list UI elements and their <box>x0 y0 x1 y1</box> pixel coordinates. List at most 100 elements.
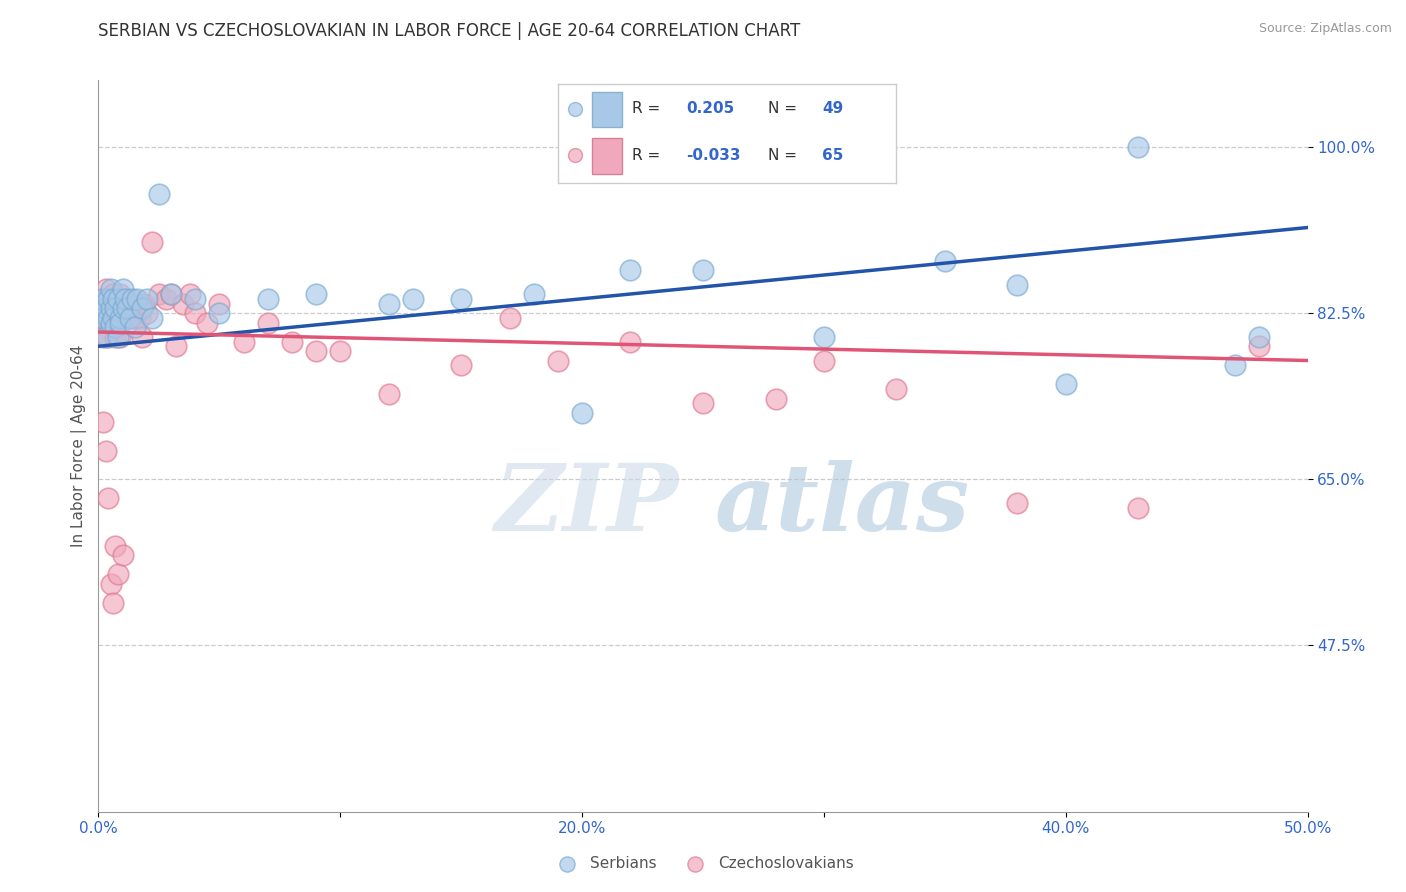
Point <box>97 330 120 344</box>
Point <box>94 310 117 325</box>
Point <box>91 310 114 325</box>
Point <box>108 316 131 330</box>
Point <box>571 406 593 420</box>
Point <box>101 310 124 325</box>
Point <box>131 301 153 316</box>
Point <box>104 320 127 334</box>
Point <box>135 292 157 306</box>
Point <box>450 292 472 306</box>
Point <box>281 334 304 349</box>
Point <box>91 330 114 344</box>
Point <box>160 287 183 301</box>
Point <box>97 491 120 506</box>
Point <box>1128 500 1150 515</box>
Point <box>114 306 136 320</box>
Text: ZIP: ZIP <box>495 459 679 549</box>
Point <box>256 292 278 306</box>
Point <box>107 330 129 344</box>
Point <box>107 292 129 306</box>
Point <box>90 292 112 306</box>
Point <box>90 296 112 310</box>
Point <box>305 344 328 359</box>
Point <box>165 339 187 353</box>
Point <box>121 292 143 306</box>
Point <box>104 330 127 344</box>
Point <box>100 301 122 316</box>
Point <box>94 330 117 344</box>
Point <box>100 282 122 296</box>
Point <box>90 310 112 325</box>
Point <box>114 292 136 306</box>
Point <box>179 287 201 301</box>
Point <box>232 334 254 349</box>
Point <box>100 576 122 591</box>
Point <box>127 296 149 310</box>
Point <box>134 296 156 310</box>
Point <box>100 316 122 330</box>
Point <box>101 292 124 306</box>
Point <box>450 358 472 372</box>
Point <box>124 320 146 334</box>
Point <box>100 301 122 316</box>
Point <box>104 539 127 553</box>
Point <box>128 310 150 325</box>
Point <box>256 316 278 330</box>
Point <box>377 296 399 310</box>
Point <box>813 353 835 368</box>
Point <box>107 567 129 582</box>
Point <box>94 282 117 296</box>
Point <box>377 386 399 401</box>
Point <box>765 392 787 406</box>
Point <box>111 548 134 562</box>
Point <box>1007 277 1029 292</box>
Point <box>208 296 231 310</box>
Point <box>131 330 153 344</box>
Point <box>141 310 163 325</box>
Point <box>118 310 141 325</box>
Y-axis label: In Labor Force | Age 20-64: In Labor Force | Age 20-64 <box>72 345 87 547</box>
Point <box>141 235 163 249</box>
Point <box>91 301 114 316</box>
Text: atlas: atlas <box>716 459 970 549</box>
Point <box>148 187 170 202</box>
Point <box>124 310 146 325</box>
Legend: Serbians, Czechoslovakians: Serbians, Czechoslovakians <box>546 850 860 877</box>
Point <box>1007 496 1029 510</box>
Point <box>1249 330 1271 344</box>
Point <box>108 330 131 344</box>
Point <box>97 292 120 306</box>
Point <box>135 306 157 320</box>
Point <box>94 301 117 316</box>
Point <box>692 396 714 410</box>
Point <box>107 301 129 316</box>
Point <box>813 330 835 344</box>
Point <box>107 316 129 330</box>
Point <box>111 282 134 296</box>
Point <box>101 596 124 610</box>
Point <box>619 263 641 277</box>
Point <box>104 306 127 320</box>
Point <box>934 253 956 268</box>
Point <box>111 296 134 310</box>
Point <box>547 353 569 368</box>
Point <box>523 287 546 301</box>
Point <box>91 292 114 306</box>
Point <box>195 316 218 330</box>
Point <box>108 310 131 325</box>
Point <box>94 443 117 458</box>
Point <box>184 292 207 306</box>
Point <box>97 310 120 325</box>
Point <box>118 310 141 325</box>
Point <box>111 301 134 316</box>
Point <box>101 287 124 301</box>
Point <box>402 292 425 306</box>
Point <box>97 292 120 306</box>
Point <box>692 263 714 277</box>
Point <box>127 292 149 306</box>
Text: Source: ZipAtlas.com: Source: ZipAtlas.com <box>1258 22 1392 36</box>
Point <box>117 301 139 316</box>
Point <box>208 306 231 320</box>
Point <box>101 310 124 325</box>
Point <box>1128 140 1150 154</box>
Point <box>91 415 114 429</box>
